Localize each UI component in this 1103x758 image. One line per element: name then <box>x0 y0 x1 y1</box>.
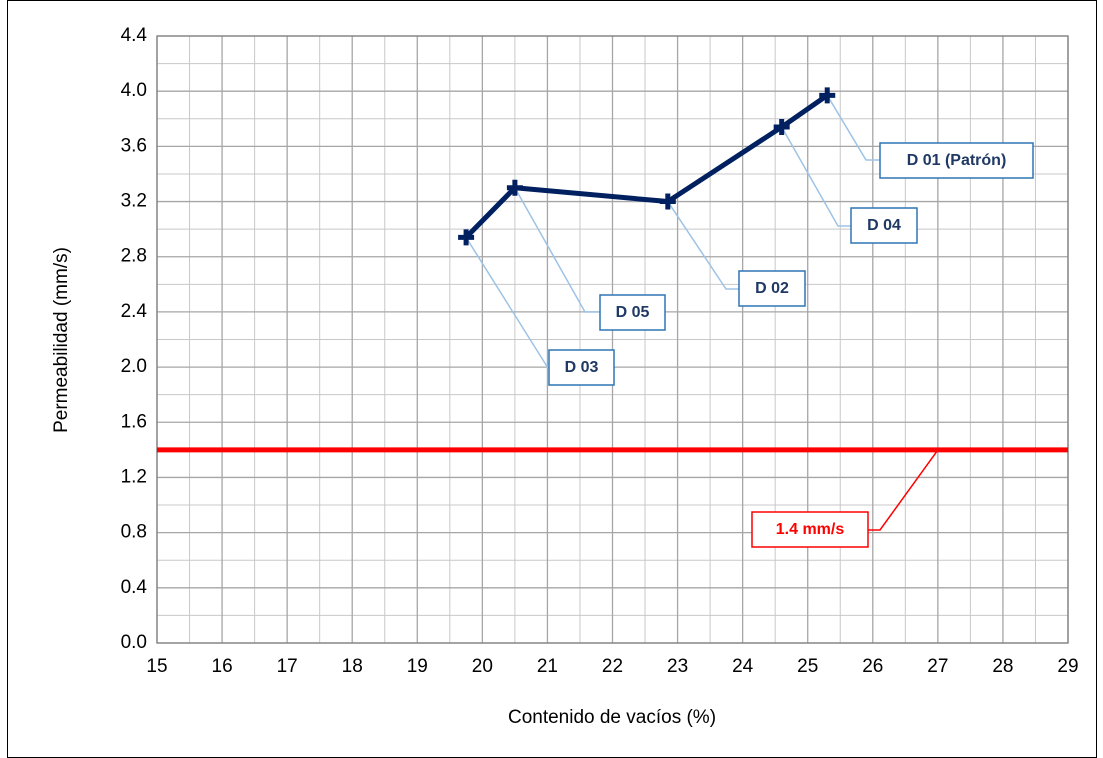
leader-line <box>781 126 851 227</box>
x-tick-label: 16 <box>212 656 233 677</box>
y-tick-label: 0.0 <box>121 632 147 653</box>
y-tick-label: 1.2 <box>121 466 147 487</box>
x-tick-label: 28 <box>992 656 1013 677</box>
marker <box>819 87 836 104</box>
x-tick-label: 27 <box>927 656 948 677</box>
label-box <box>599 294 666 331</box>
y-tick-label: 2.8 <box>121 246 147 267</box>
marker <box>506 179 523 196</box>
x-tick-label: 22 <box>602 656 623 677</box>
leader-line <box>514 187 600 313</box>
x-tick-label: 17 <box>277 656 298 677</box>
label-box <box>850 207 918 244</box>
leader-line <box>826 94 880 161</box>
y-tick-label: 0.8 <box>121 522 147 543</box>
marker <box>773 119 790 136</box>
label-box <box>738 270 806 307</box>
x-tick-label: 15 <box>146 656 167 677</box>
data-label: D 04 <box>867 217 901 234</box>
x-tick-label: 29 <box>1057 656 1078 677</box>
y-tick-label: 3.2 <box>121 191 147 212</box>
plot-border <box>156 35 1069 644</box>
data-label: D 05 <box>616 304 650 321</box>
reference-label: 1.4 mm/s <box>776 521 845 538</box>
x-tick-label: 20 <box>472 656 493 677</box>
data-label: D 02 <box>755 280 789 297</box>
x-tick-label: 25 <box>797 656 818 677</box>
marker <box>659 193 676 210</box>
x-tick-label: 19 <box>407 656 428 677</box>
y-tick-label: 4.0 <box>121 80 147 101</box>
data-label: D 01 (Patrón) <box>907 152 1007 169</box>
label-box <box>548 349 615 386</box>
leader-line <box>667 201 739 290</box>
y-axis-label: Permeabilidad (mm/s) <box>51 247 72 433</box>
label-box <box>751 511 869 548</box>
marker <box>458 229 475 246</box>
y-tick-label: 2.4 <box>121 301 148 322</box>
x-axis-label: Contenido de vacíos (%) <box>508 707 716 728</box>
leader-line <box>868 449 939 531</box>
y-tick-label: 4.4 <box>121 25 148 46</box>
x-tick-label: 24 <box>732 656 754 677</box>
y-tick-label: 2.0 <box>121 356 147 377</box>
x-tick-label: 23 <box>667 656 688 677</box>
x-tick-label: 18 <box>342 656 363 677</box>
x-tick-label: 21 <box>537 656 558 677</box>
x-tick-label: 26 <box>862 656 883 677</box>
data-label: D 03 <box>565 359 599 376</box>
y-tick-label: 1.6 <box>121 411 147 432</box>
y-tick-label: 0.4 <box>121 577 148 598</box>
y-tick-label: 3.6 <box>121 135 147 156</box>
label-box <box>879 142 1034 179</box>
